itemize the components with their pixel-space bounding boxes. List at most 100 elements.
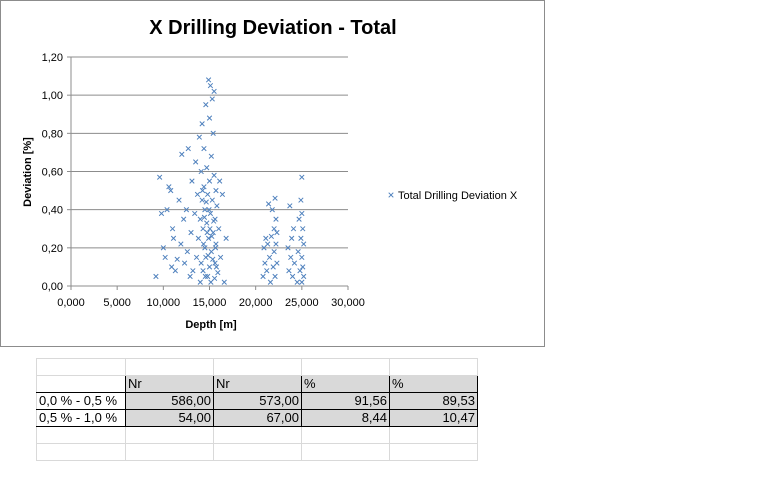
data-point <box>221 279 227 285</box>
data-point <box>174 256 180 262</box>
data-point <box>217 178 223 184</box>
data-point <box>200 241 207 247</box>
data-point <box>178 241 184 247</box>
chart-area: X Drilling Deviation - Total 0,00 0,20 0,4… <box>0 0 545 347</box>
data-point <box>212 260 218 266</box>
data-point <box>162 254 168 261</box>
y-tick-label: 0,20 <box>42 243 63 255</box>
data-point <box>204 191 211 198</box>
data-point <box>200 226 206 232</box>
data-point <box>205 235 212 241</box>
header-cell[interactable]: % <box>301 375 390 393</box>
data-point <box>298 197 304 203</box>
data-point <box>211 88 217 95</box>
data-point <box>209 233 215 240</box>
x-tick-label: 25,000 <box>285 297 319 309</box>
data-point <box>265 201 272 207</box>
x-axis-title: Depth [m] <box>185 319 237 331</box>
data-point <box>210 256 216 262</box>
row-label-cell[interactable]: 0,5 % - 1,0 % <box>36 409 126 427</box>
data-point <box>200 268 206 274</box>
data-point <box>203 199 209 205</box>
data-point <box>299 174 305 180</box>
data-point <box>271 226 277 232</box>
data-point <box>185 145 191 152</box>
data-point <box>211 172 217 178</box>
data-point <box>269 207 275 213</box>
data-point <box>180 216 187 222</box>
data-point <box>267 279 274 285</box>
data-point <box>206 264 213 270</box>
data-point <box>196 134 202 140</box>
data-point <box>201 214 208 220</box>
header-cell[interactable]: Nr <box>213 375 302 393</box>
data-point <box>287 203 293 209</box>
table-cell[interactable]: 54,00 <box>125 409 214 427</box>
data-point <box>274 260 280 266</box>
data-point <box>160 245 166 251</box>
data-point <box>299 210 305 217</box>
data-point <box>285 245 291 251</box>
data-point <box>272 273 278 280</box>
data-point <box>262 260 268 266</box>
data-point <box>286 268 292 274</box>
table-row <box>36 443 478 461</box>
data-point <box>206 178 213 184</box>
data-point <box>184 248 190 255</box>
data-point <box>199 187 206 194</box>
data-point <box>172 268 178 274</box>
data-point <box>214 203 220 209</box>
data-point <box>273 216 279 222</box>
data-point <box>198 260 204 266</box>
y-tick-label: 0,40 <box>42 205 63 217</box>
header-cell[interactable] <box>36 375 126 393</box>
chart-title: X Drilling Deviation - Total <box>149 17 396 39</box>
data-point <box>210 130 216 136</box>
data-point <box>207 82 214 89</box>
data-point <box>164 207 170 213</box>
header-cell[interactable]: Nr <box>125 375 214 393</box>
data-point <box>266 254 273 261</box>
table-cell[interactable]: 8,44 <box>301 409 390 427</box>
data-point <box>299 254 305 261</box>
legend-marker-icon <box>388 192 394 198</box>
data-point <box>188 229 194 236</box>
y-tick-label: 0,00 <box>42 281 63 293</box>
data-point <box>291 260 298 266</box>
data-point <box>289 273 296 280</box>
data-point <box>197 279 203 285</box>
table-cell[interactable]: 89,53 <box>389 392 478 410</box>
data-point <box>204 273 211 280</box>
data-point <box>205 77 212 83</box>
data-point <box>209 197 215 203</box>
data-point <box>204 165 210 171</box>
data-point <box>264 268 270 274</box>
data-point <box>199 121 205 127</box>
data-point <box>187 273 193 280</box>
data-point <box>201 145 207 152</box>
table-cell[interactable]: 586,00 <box>125 392 214 410</box>
table-cell[interactable]: 10,47 <box>389 409 478 427</box>
data-point <box>289 235 295 241</box>
data-point <box>213 187 219 194</box>
data-point <box>296 216 302 222</box>
data-point <box>195 235 202 241</box>
data-point <box>203 102 209 108</box>
data-point <box>298 235 304 241</box>
data-point <box>168 187 174 194</box>
x-tick-label: 20,000 <box>239 297 273 309</box>
data-point <box>265 241 271 247</box>
data-point <box>212 245 219 251</box>
x-tick-label: 30,000 <box>331 297 365 309</box>
table-cell[interactable]: 67,00 <box>213 409 302 427</box>
y-tick-label: 1,20 <box>42 52 63 64</box>
table-cell[interactable]: 91,56 <box>301 392 390 410</box>
data-point <box>295 248 301 255</box>
data-point <box>202 273 208 280</box>
table-cell[interactable]: 573,00 <box>213 392 302 410</box>
header-cell[interactable]: % <box>389 375 478 393</box>
data-point <box>204 229 210 236</box>
y-tick-label: 1,00 <box>42 90 63 102</box>
row-label-cell[interactable]: 0,0 % - 0,5 % <box>36 392 126 410</box>
data-point <box>209 96 215 102</box>
